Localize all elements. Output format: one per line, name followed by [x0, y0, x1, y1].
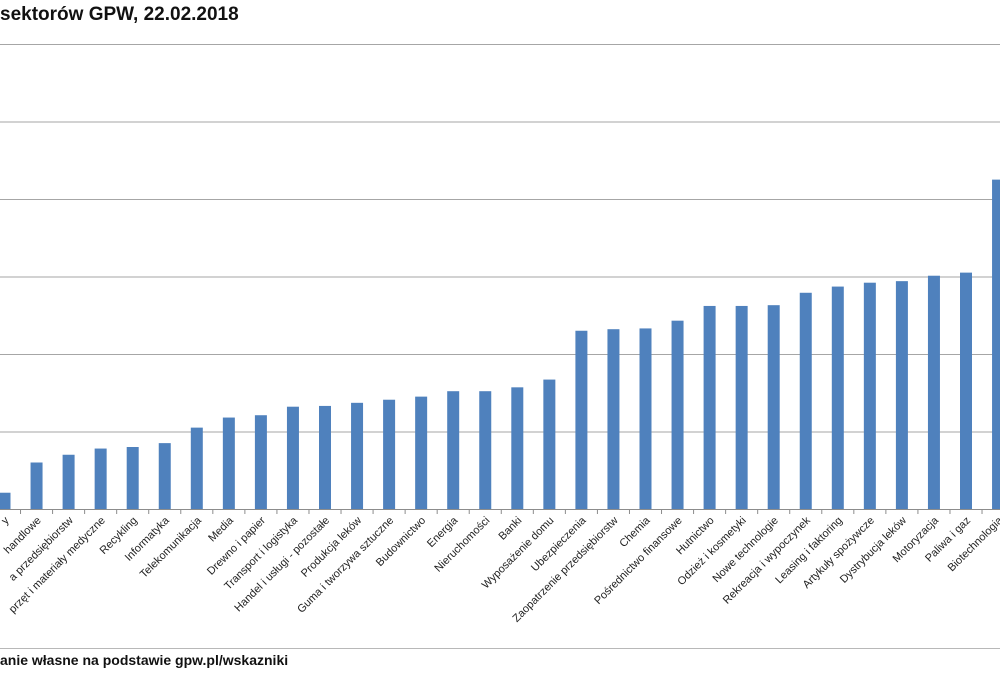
- bar: [254, 415, 267, 509]
- bar: [190, 427, 203, 509]
- category-label: Telekomunikacja: [138, 514, 205, 581]
- gridlines: [0, 44, 1000, 514]
- bar: [543, 379, 556, 509]
- category-label: Ubezpieczenia: [529, 514, 589, 574]
- bar: [62, 454, 75, 509]
- bar: [671, 320, 684, 509]
- bar: [863, 282, 876, 509]
- bar: [992, 179, 1000, 509]
- bar: [415, 396, 428, 509]
- bar: [126, 447, 139, 509]
- bar: [479, 391, 492, 509]
- category-label: Drewno i papier: [205, 514, 268, 577]
- bar: [158, 443, 171, 509]
- bar: [30, 462, 43, 509]
- bar: [447, 391, 460, 509]
- category-label: Banki: [496, 515, 524, 543]
- bar: [703, 305, 716, 509]
- bottom-separator: [0, 648, 1000, 649]
- bar: [94, 448, 107, 509]
- chart-title: sektorów GPW, 22.02.2018: [0, 4, 239, 25]
- source-note: anie własne na podstawie gpw.pl/wskaznik…: [0, 652, 289, 668]
- bar: [511, 387, 524, 509]
- category-label: y: [0, 514, 12, 527]
- bar: [351, 402, 364, 509]
- bar: [735, 305, 748, 509]
- bar: [607, 329, 620, 509]
- category-label: Nieruchomości: [432, 515, 492, 575]
- category-label: Media: [206, 514, 236, 544]
- bar: [927, 275, 940, 509]
- bar: [895, 281, 908, 509]
- bar: [799, 292, 812, 509]
- bar: [960, 272, 972, 509]
- bar: [319, 405, 331, 509]
- bar: [383, 399, 396, 509]
- bar: [767, 305, 780, 509]
- bar: [639, 328, 652, 509]
- bar: [831, 286, 844, 509]
- bar: [286, 406, 299, 509]
- bar: [575, 330, 588, 509]
- bar: [222, 417, 235, 509]
- bars: [0, 179, 1000, 509]
- bar: [0, 492, 11, 509]
